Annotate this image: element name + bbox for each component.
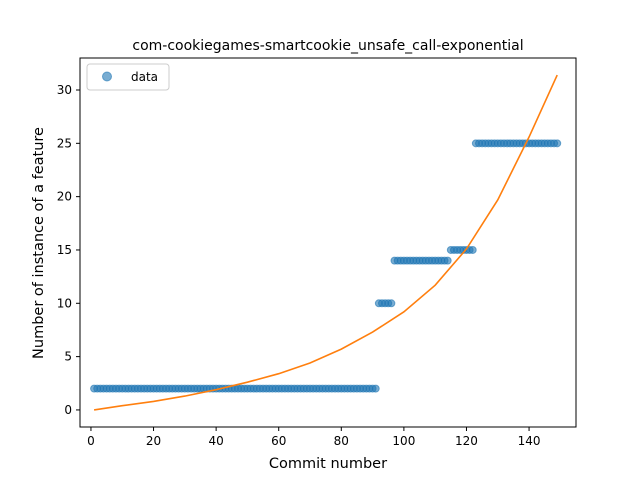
x-axis: 0 20 40 60 80 100 120 140 xyxy=(87,427,540,448)
plot-area xyxy=(91,75,561,410)
x-tick-label: 20 xyxy=(146,434,161,448)
y-tick-label: 5 xyxy=(64,350,72,364)
x-tick-label: 60 xyxy=(271,434,286,448)
y-tick-label: 0 xyxy=(64,403,72,417)
y-tick-label: 30 xyxy=(57,83,72,97)
data-point xyxy=(554,140,561,147)
x-tick-label: 100 xyxy=(392,434,415,448)
x-tick-label: 0 xyxy=(87,434,95,448)
legend: data xyxy=(87,64,169,90)
plot-frame xyxy=(80,58,576,427)
y-tick-label: 10 xyxy=(57,296,72,310)
legend-label: data xyxy=(131,70,158,84)
chart-title: com-cookiegames-smartcookie_unsafe_call-… xyxy=(132,38,523,54)
x-tick-label: 120 xyxy=(455,434,478,448)
y-tick-label: 15 xyxy=(57,243,72,257)
x-tick-label: 80 xyxy=(334,434,349,448)
data-point xyxy=(444,257,451,264)
y-tick-label: 20 xyxy=(57,190,72,204)
data-point xyxy=(372,385,379,392)
y-tick-label: 25 xyxy=(57,136,72,150)
data-point xyxy=(469,246,476,253)
y-axis: 0 5 10 15 20 25 30 xyxy=(57,83,80,417)
x-tick-label: 140 xyxy=(518,434,541,448)
fit-line xyxy=(94,75,557,410)
data-point xyxy=(388,300,395,307)
x-axis-label: Commit number xyxy=(269,456,387,472)
legend-marker xyxy=(103,72,112,81)
x-tick-label: 40 xyxy=(208,434,223,448)
y-axis-label: Number of instance of a feature xyxy=(31,127,47,359)
